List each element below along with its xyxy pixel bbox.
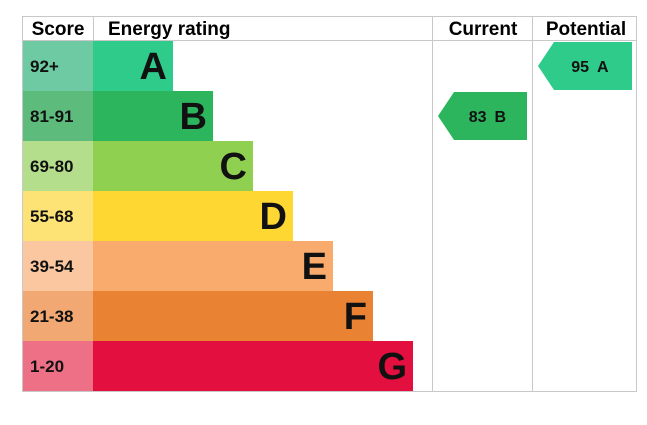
score-cell-b [22, 91, 93, 141]
band-letter-d: D [260, 196, 287, 238]
band-bar-d [93, 191, 293, 241]
band-bar-a [93, 41, 173, 91]
potential-value: 95 [571, 59, 589, 76]
band-bar-g [93, 341, 413, 391]
band-letter-g: G [377, 346, 407, 388]
band-row-d: 55-68 D [22, 191, 293, 241]
band-bar-b [93, 91, 213, 141]
current-rating-arrow: 83 B [438, 92, 527, 140]
band-row-e: 39-54 E [22, 241, 333, 291]
band-letter-e: E [302, 246, 327, 288]
header-score: Score [32, 19, 85, 40]
band-letter-c: C [220, 146, 247, 188]
score-cell-e [22, 241, 93, 291]
band-bar-e [93, 241, 333, 291]
score-cell-f [22, 291, 93, 341]
band-letter-f: F [344, 296, 367, 338]
score-label-a: 92+ [30, 57, 59, 76]
band-bar-f [93, 291, 373, 341]
score-label-d: 55-68 [30, 207, 73, 226]
band-letter-b: B [180, 96, 207, 138]
score-label-b: 81-91 [30, 107, 73, 126]
band-row-f: 21-38 F [22, 291, 373, 341]
score-label-g: 1-20 [30, 357, 64, 376]
score-cell-d [22, 191, 93, 241]
header-potential: Potential [546, 19, 626, 40]
potential-rating-arrow: 95 A [538, 42, 632, 90]
band-row-c: 69-80 C [22, 141, 253, 191]
band-letter-a: A [140, 46, 167, 88]
current-arrow-shape [438, 92, 527, 140]
score-label-f: 21-38 [30, 307, 73, 326]
score-cell-g [22, 341, 93, 391]
potential-arrow-shape [538, 42, 632, 90]
score-label-c: 69-80 [30, 157, 73, 176]
band-row-b: 81-91 B [22, 91, 213, 141]
header-current: Current [449, 19, 518, 40]
header-energy-rating: Energy rating [108, 19, 230, 40]
band-row-a: 92+ A [22, 41, 173, 91]
score-label-e: 39-54 [30, 257, 74, 276]
current-value: 83 [469, 109, 487, 126]
current-letter: B [495, 109, 507, 126]
potential-letter: A [597, 59, 609, 76]
score-cell-a [22, 41, 93, 91]
band-row-g: 1-20 G [22, 341, 413, 391]
score-cell-c [22, 141, 93, 191]
band-bar-c [93, 141, 253, 191]
